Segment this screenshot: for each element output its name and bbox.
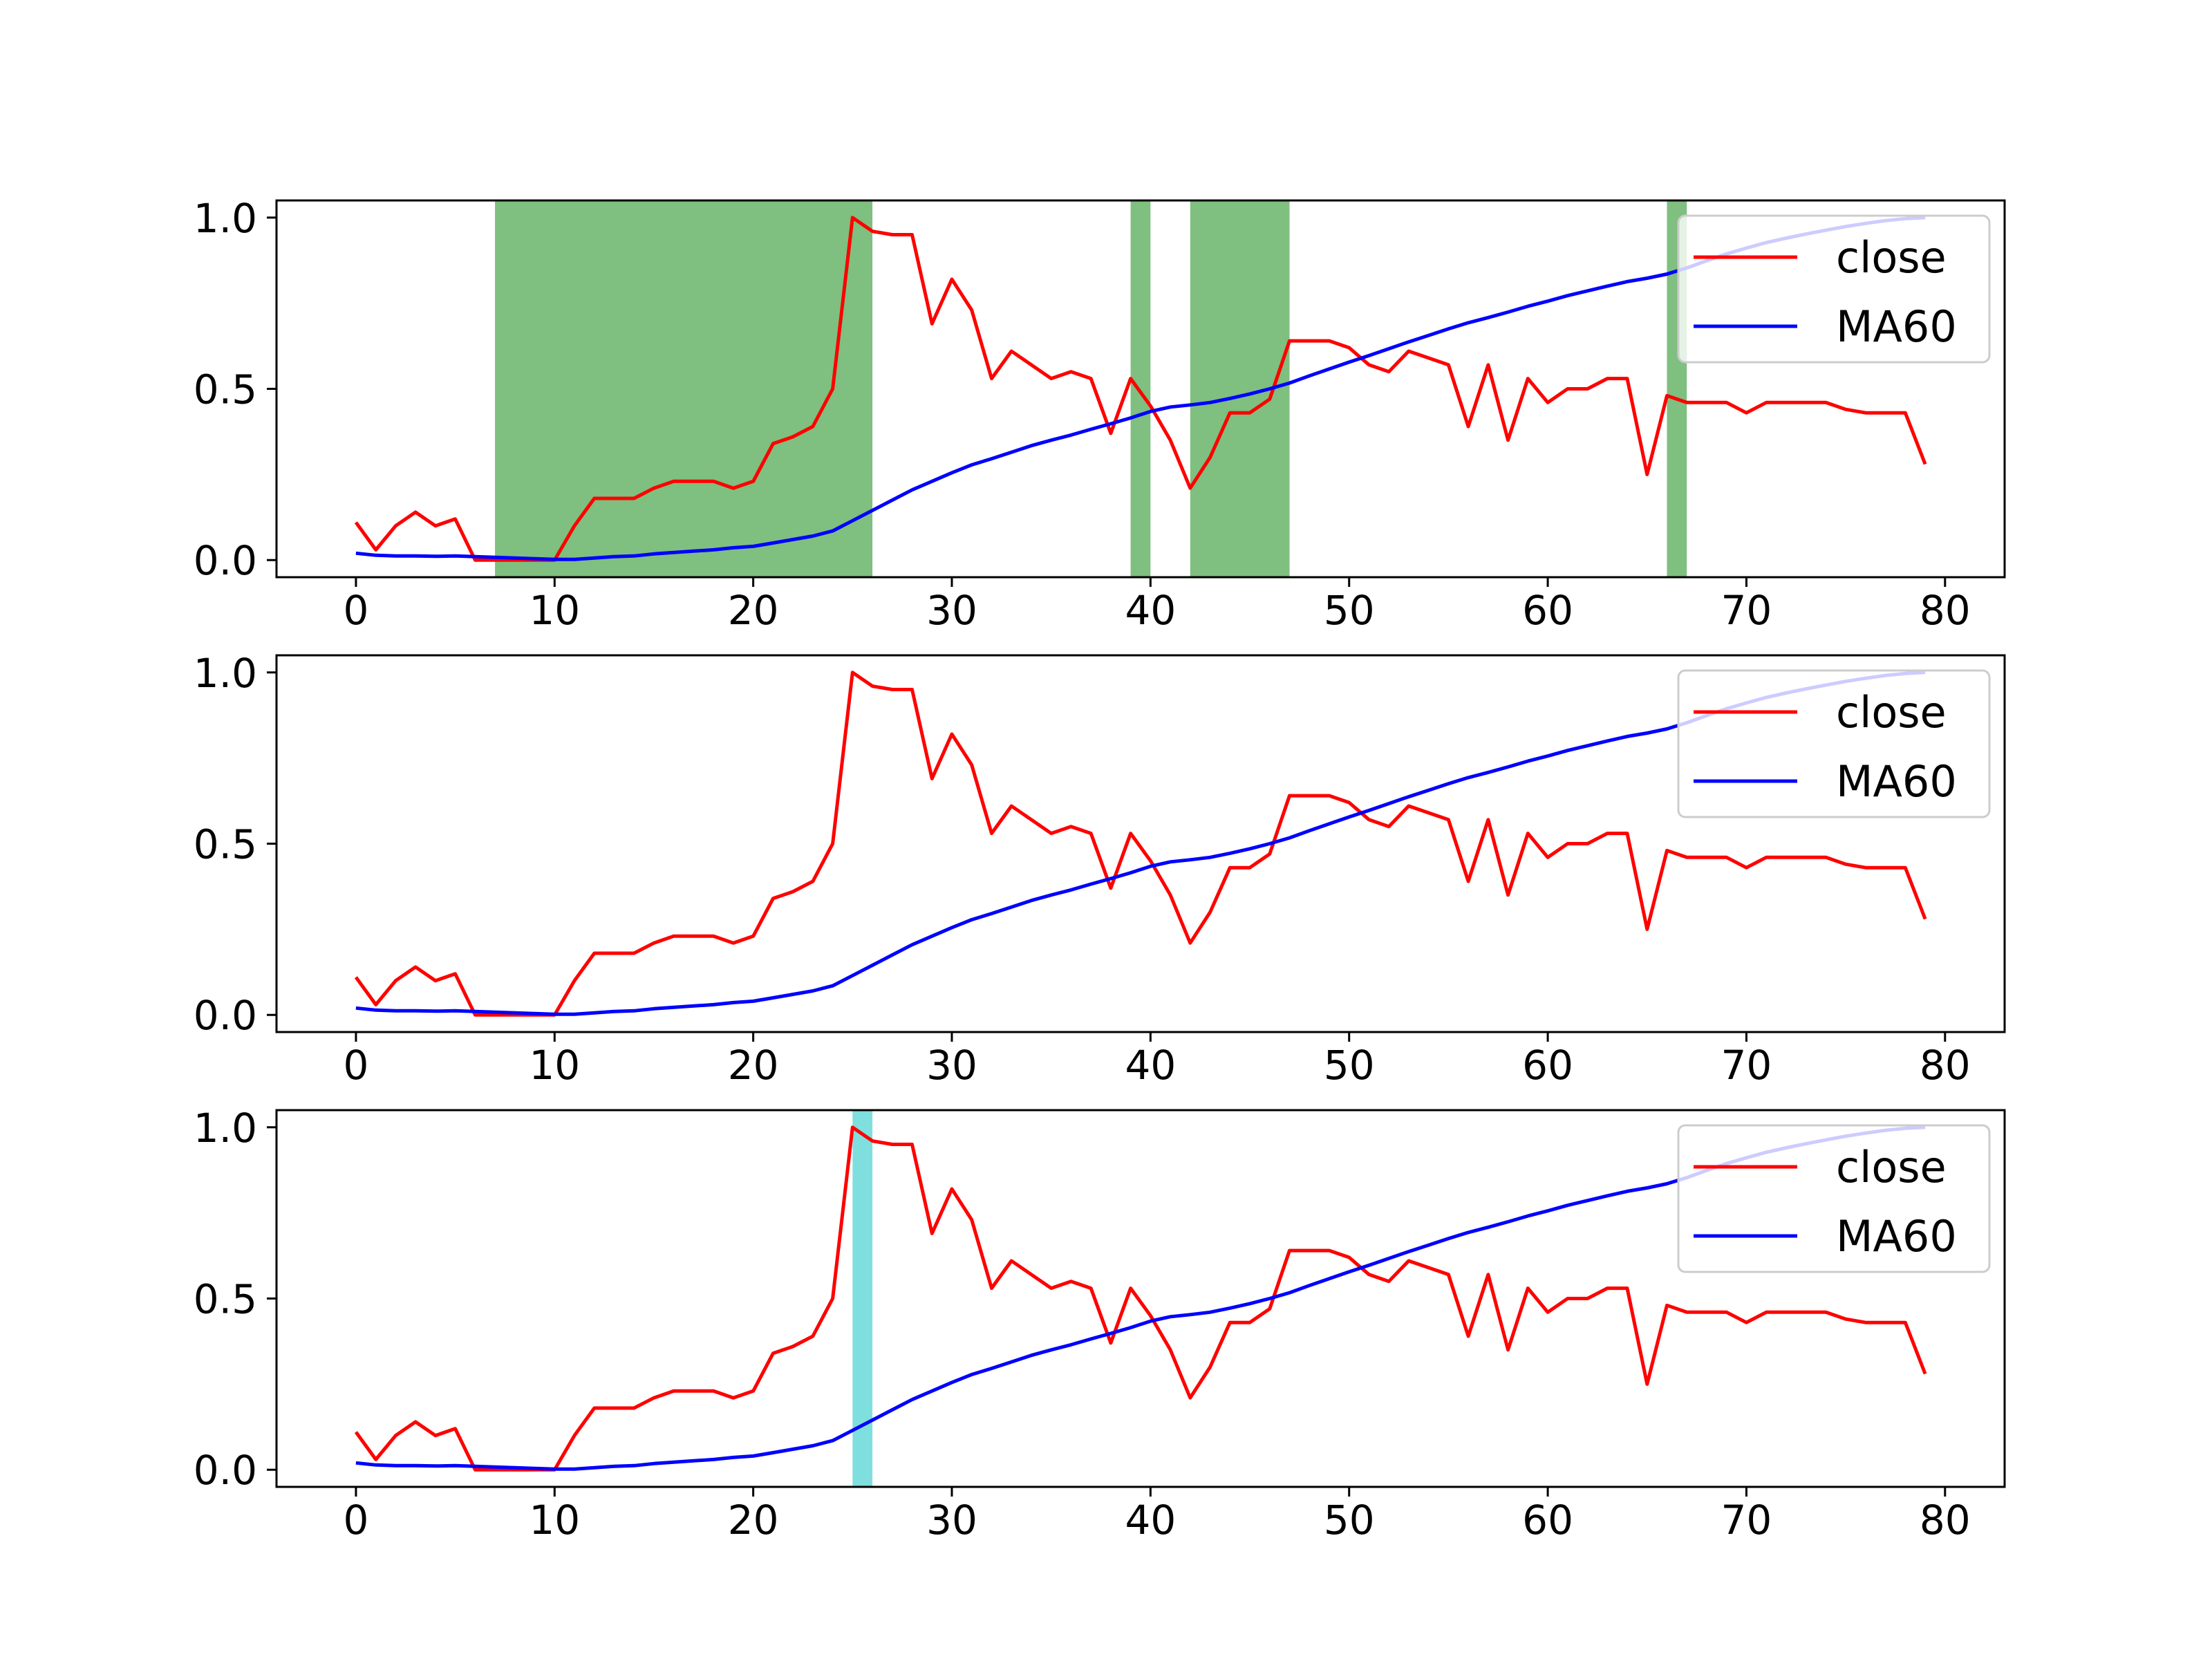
series-line-ma60 (355, 216, 1926, 561)
legend-label-ma60: MA60 (1836, 1211, 1957, 1262)
x-tick-label: 40 (1125, 1497, 1176, 1544)
x-tick-label: 60 (1522, 1497, 1573, 1544)
subplot-2: 0 10 20 30 40 50 60 70 80 0.0 0.5 1.0 close MA60 (194, 650, 2006, 1089)
x-tick-label: 80 (1920, 1497, 1971, 1544)
x-tick-label: 10 (529, 1042, 580, 1089)
highlight-span-1 (495, 200, 873, 577)
subplot-3: 0 10 20 30 40 50 60 70 80 0.0 0.5 1.0 close MA60 (194, 1105, 2006, 1544)
x-tick-label: 70 (1721, 587, 1772, 634)
legend-label-ma60: MA60 (1836, 301, 1957, 352)
series-line-close (354, 1125, 1927, 1472)
x-tick-label: 10 (529, 1497, 580, 1544)
x-tick-label: 20 (728, 1497, 779, 1544)
x-tick-label: 60 (1522, 587, 1573, 634)
legend: close MA60 (1677, 214, 1991, 364)
x-tick-label: 70 (1721, 1042, 1772, 1089)
series-line-close (354, 671, 1927, 1017)
legend-label-close: close (1836, 687, 1947, 738)
x-tick-label: 10 (529, 587, 580, 634)
x-tick-label: 70 (1721, 1497, 1772, 1544)
y-tick-label: 1.0 (194, 195, 257, 242)
x-tick-label: 60 (1522, 1042, 1573, 1089)
x-tick-label: 50 (1324, 1042, 1375, 1089)
y-tick-label: 0.0 (194, 1447, 257, 1494)
y-tick-label: 1.0 (194, 1105, 257, 1152)
series-line-close (354, 216, 1927, 562)
x-tick-label: 0 (343, 1497, 368, 1544)
y-tick-label: 0.0 (194, 537, 257, 584)
series-line-ma60 (355, 671, 1926, 1016)
legend-label-close: close (1836, 232, 1947, 283)
y-tick-label: 0.0 (194, 992, 257, 1039)
legend-label-close: close (1836, 1142, 1947, 1192)
series-line-ma60 (355, 1125, 1926, 1471)
x-tick-label: 40 (1125, 1042, 1176, 1089)
x-tick-label: 30 (926, 1497, 977, 1544)
x-tick-label: 80 (1920, 1042, 1971, 1089)
legend: close MA60 (1677, 1124, 1991, 1273)
x-tick-label: 50 (1324, 1497, 1375, 1544)
x-tick-label: 0 (343, 1042, 368, 1089)
x-tick-label: 30 (926, 587, 977, 634)
x-tick-label: 80 (1920, 587, 1971, 634)
y-tick-label: 0.5 (194, 821, 257, 868)
subplot-1: 0 10 20 30 40 50 60 70 80 0.0 0.5 1.0 close MA60 (194, 195, 2006, 634)
x-tick-label: 20 (728, 1042, 779, 1089)
legend-label-ma60: MA60 (1836, 756, 1957, 807)
legend: close MA60 (1677, 669, 1991, 818)
highlight-span-2 (1130, 200, 1151, 577)
x-tick-label: 20 (728, 587, 779, 634)
y-tick-label: 1.0 (194, 650, 257, 697)
y-tick-label: 0.5 (194, 366, 257, 413)
x-tick-label: 50 (1324, 587, 1375, 634)
x-tick-label: 30 (926, 1042, 977, 1089)
x-tick-label: 0 (343, 587, 368, 634)
x-tick-label: 40 (1125, 587, 1176, 634)
y-tick-label: 0.5 (194, 1276, 257, 1323)
